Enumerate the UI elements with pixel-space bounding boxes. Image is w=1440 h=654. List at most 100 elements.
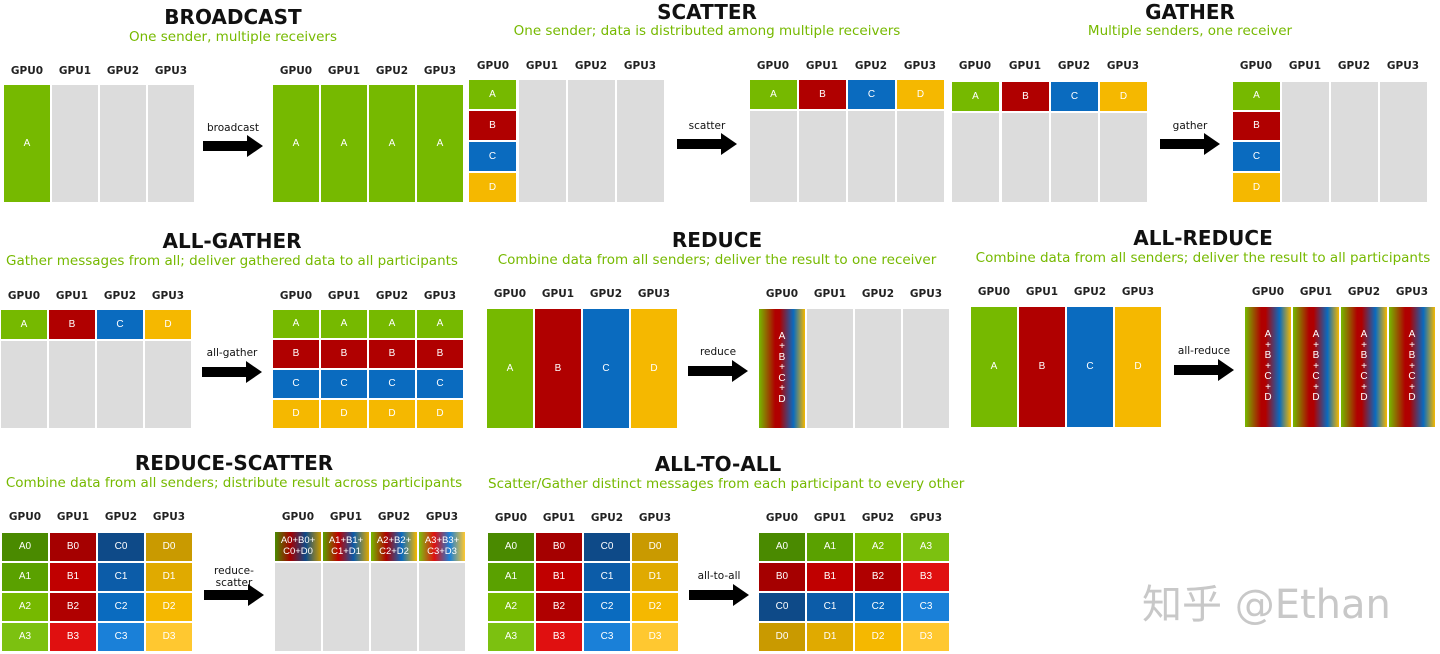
reduced-term: C [1264, 371, 1272, 383]
gpu-header: GPU0 [1251, 286, 1285, 298]
gpu-header: GPU0 [977, 286, 1011, 298]
reduced-term: B [1360, 350, 1368, 362]
data-block-a: A [1233, 82, 1280, 110]
gpu-header: GPU1 [58, 65, 92, 77]
data-block-b: B [469, 111, 516, 140]
empty-buffer [148, 85, 194, 202]
author-watermark: 知乎 @Ethan [1142, 582, 1391, 628]
gpu-header: GPU3 [152, 511, 186, 523]
data-block-c: C [369, 370, 415, 398]
op-label-reduce: reduce [699, 346, 737, 358]
gpu-header: GPU3 [903, 60, 937, 72]
empty-buffer [323, 563, 369, 651]
data-chunk: A3 [2, 623, 48, 651]
plus-sign: + [1313, 381, 1319, 393]
data-block-d: D [897, 80, 944, 109]
gpu-header: GPU1 [805, 60, 839, 72]
data-chunk: D0 [759, 623, 805, 651]
op-label-alltoall: all-to-all [697, 570, 741, 582]
data-block-a: A [417, 85, 463, 202]
gpu-header: GPU1 [327, 290, 361, 302]
gpu-header: GPU3 [623, 60, 657, 72]
gpu-header: GPU2 [103, 290, 137, 302]
gpu-header: GPU2 [1347, 286, 1381, 298]
reduced-line: C1+D1 [331, 545, 361, 557]
reduced-block: A + B + C + D [1245, 307, 1291, 427]
gpu-header: GPU3 [1106, 60, 1140, 72]
data-block-a: A [971, 307, 1017, 427]
reduced-line: A1+B1+ [328, 535, 364, 546]
gpu-header: GPU2 [1057, 60, 1091, 72]
data-chunk: C2 [584, 593, 630, 621]
gpu-header: GPU2 [861, 512, 895, 524]
reduced-line: C0+D0 [283, 545, 313, 557]
op-label-reducescatter: reduce- scatter [199, 565, 269, 589]
reduced-term: D [778, 393, 786, 405]
right-arrow-icon [1160, 133, 1220, 155]
reduced-term: C [1408, 371, 1416, 383]
data-block-c: C [417, 370, 463, 398]
reduce-title: REDUCE [671, 228, 763, 252]
data-block-b: B [417, 340, 463, 368]
data-block-b: B [1019, 307, 1065, 427]
empty-buffer [1282, 82, 1329, 202]
right-arrow-icon [689, 584, 749, 606]
empty-buffer [97, 341, 143, 428]
gpu-header: GPU3 [423, 290, 457, 302]
gpu-header: GPU0 [476, 60, 510, 72]
empty-buffer [903, 309, 949, 428]
data-block-d: D [321, 400, 367, 428]
gpu-header: GPU3 [151, 290, 185, 302]
data-block-c: C [583, 309, 629, 428]
reduced-line: A0+B0+ [280, 535, 316, 546]
data-block-b: B [535, 309, 581, 428]
empty-buffer [617, 80, 664, 202]
data-block-c: C [1051, 82, 1098, 111]
data-chunk: B0 [536, 533, 582, 561]
data-block-a: A [273, 85, 319, 202]
empty-buffer [275, 563, 321, 651]
gpu-header: GPU1 [327, 65, 361, 77]
reduced-term: A [1264, 329, 1272, 341]
empty-buffer [750, 111, 797, 202]
plus-sign: + [1265, 381, 1271, 393]
gpu-header: GPU0 [756, 60, 790, 72]
data-chunk: A0 [488, 533, 534, 561]
data-block-d: D [631, 309, 677, 428]
reducescatter-subtitle: Combine data from all senders; distribut… [5, 475, 463, 491]
data-chunk: C0 [584, 533, 630, 561]
gpu-header: GPU2 [1073, 286, 1107, 298]
reduced-term: B [778, 351, 786, 363]
reduced-line: A2+B2+ [376, 535, 412, 546]
data-block-c: C [321, 370, 367, 398]
gpu-header: GPU3 [638, 512, 672, 524]
data-block-a: A [273, 310, 319, 338]
data-chunk: B1 [807, 563, 853, 591]
gpu-header: GPU1 [525, 60, 559, 72]
data-block-b: B [273, 340, 319, 368]
data-chunk: D3 [903, 623, 949, 651]
gpu-header: GPU3 [909, 288, 943, 300]
reduced-term: D [1264, 392, 1272, 404]
gpu-header: GPU0 [494, 512, 528, 524]
gpu-header: GPU0 [765, 512, 799, 524]
data-block-a: A [321, 310, 367, 338]
gpu-header: GPU3 [1395, 286, 1429, 298]
data-chunk: C1 [98, 563, 144, 591]
reduced-line: C2+D2 [379, 545, 409, 557]
gpu-header: GPU2 [861, 288, 895, 300]
gpu-header: GPU0 [7, 290, 41, 302]
alltoall-subtitle: Scatter/Gather distinct messages from ea… [488, 476, 965, 492]
data-chunk: B0 [50, 533, 96, 561]
data-chunk: B0 [759, 563, 805, 591]
data-block-d: D [1115, 307, 1161, 427]
plus-sign: + [1361, 339, 1367, 351]
data-block-d: D [273, 400, 319, 428]
reduced-term: C [778, 372, 786, 384]
gpu-header: GPU3 [1121, 286, 1155, 298]
reduced-line: A3+B3+ [424, 535, 460, 546]
data-block-d: D [417, 400, 463, 428]
gpu-header: GPU2 [104, 511, 138, 523]
gpu-header: GPU2 [375, 290, 409, 302]
data-chunk: B2 [50, 593, 96, 621]
